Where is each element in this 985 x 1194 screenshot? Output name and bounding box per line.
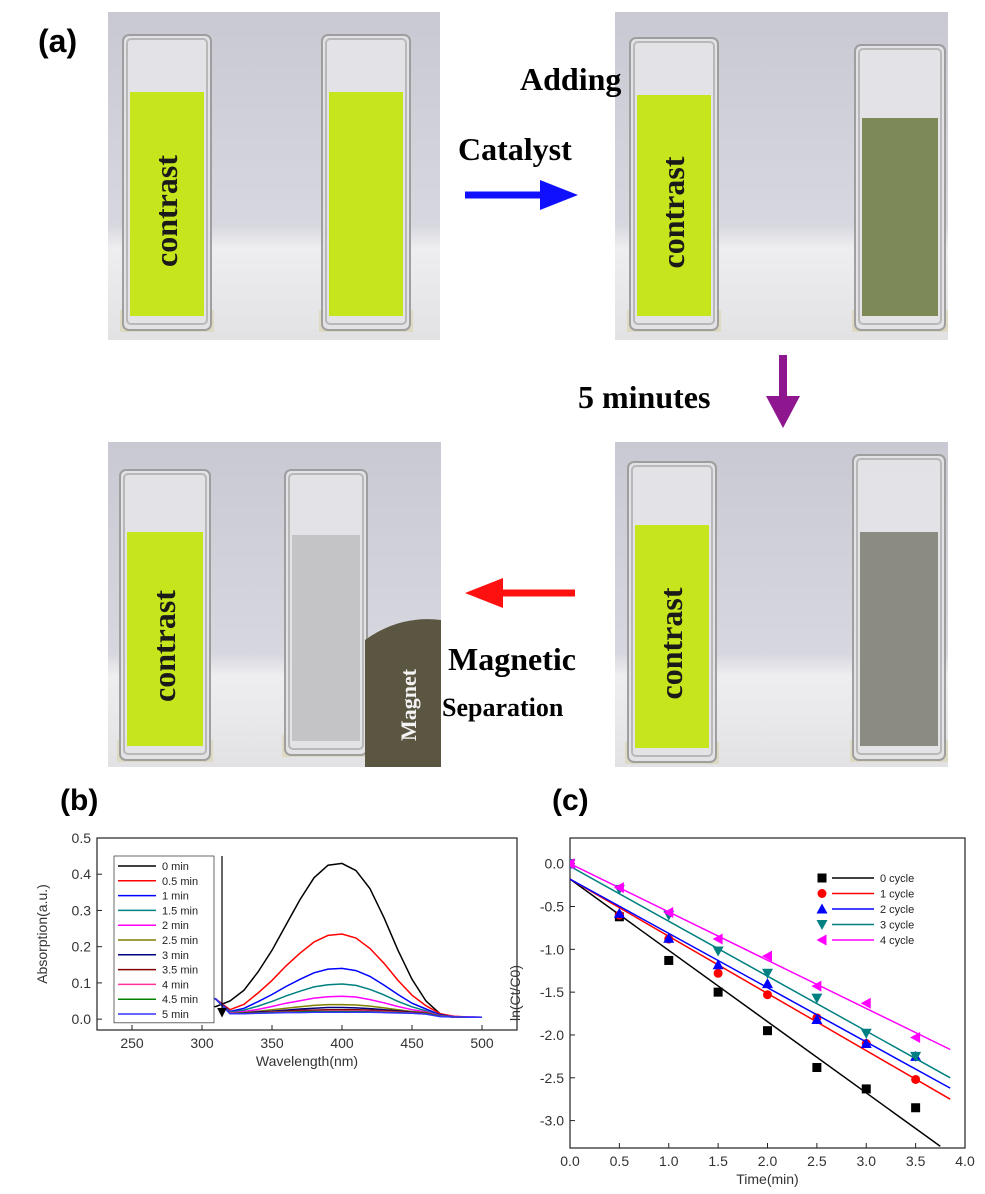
marker bbox=[812, 1063, 821, 1072]
marker bbox=[714, 969, 723, 978]
legend-label: 2 cycle bbox=[880, 904, 914, 916]
marker bbox=[763, 990, 772, 999]
y-tick-label: -1.5 bbox=[540, 984, 564, 1000]
y-tick-label: -2.0 bbox=[540, 1027, 564, 1043]
step-text: 5 minutes bbox=[578, 379, 710, 415]
panel-label: (c) bbox=[552, 784, 589, 817]
x-tick-label: 500 bbox=[470, 1035, 494, 1051]
cuvette-label: contrast bbox=[148, 155, 184, 267]
y-tick-label: -2.5 bbox=[540, 1070, 564, 1086]
cuvette-label: contrast bbox=[146, 590, 182, 702]
x-tick-label: 0.0 bbox=[560, 1153, 580, 1169]
x-tick-label: 2.0 bbox=[758, 1153, 778, 1169]
y-axis-label: ln(Ct/C0) bbox=[507, 965, 523, 1021]
x-axis-label: Wavelength(nm) bbox=[256, 1053, 358, 1069]
y-tick-label: 0.5 bbox=[72, 830, 92, 846]
x-tick-label: 3.0 bbox=[857, 1153, 877, 1169]
y-tick-label: -3.0 bbox=[540, 1113, 564, 1129]
x-tick-label: 0.5 bbox=[610, 1153, 630, 1169]
x-tick-label: 400 bbox=[330, 1035, 354, 1051]
legend-label: 0 min bbox=[162, 861, 189, 873]
step-text: Separation bbox=[442, 693, 564, 722]
arrow-head bbox=[766, 396, 800, 428]
legend-label: 4 cycle bbox=[880, 935, 914, 947]
panel-label: (b) bbox=[60, 784, 98, 817]
marker bbox=[714, 988, 723, 997]
liquid bbox=[329, 92, 403, 316]
step-text: Adding bbox=[520, 61, 621, 97]
arrow-head bbox=[540, 180, 578, 210]
x-tick-label: 450 bbox=[400, 1035, 424, 1051]
arrow-head bbox=[465, 578, 503, 608]
charts: (b) 250 300 350 400 450 500 0.0 0.1 0.2 0.3 0.4 0.5 W… bbox=[34, 784, 975, 1187]
x-tick-label: 4.0 bbox=[955, 1153, 975, 1169]
legend-label: 1 cycle bbox=[880, 889, 914, 901]
x-tick-label: 350 bbox=[260, 1035, 284, 1051]
x-tick-label: 2.5 bbox=[807, 1153, 827, 1169]
y-tick-label: -0.5 bbox=[540, 899, 564, 915]
legend-label: 5 min bbox=[162, 1009, 189, 1021]
y-tick-label: 0.3 bbox=[72, 902, 92, 918]
figure: contrast contrast contrast Magnet contrast (… bbox=[0, 0, 985, 1194]
liquid bbox=[862, 118, 938, 316]
legend-label: 1 min bbox=[162, 891, 189, 903]
legend-label: 0.5 min bbox=[162, 876, 198, 888]
legend-label: 2.5 min bbox=[162, 935, 198, 947]
marker bbox=[911, 1075, 920, 1084]
legend-label: 3 min bbox=[162, 950, 189, 962]
chart: (b) 250 300 350 400 450 500 0.0 0.1 0.2 0.3 0.4 0.5 W… bbox=[34, 784, 517, 1069]
legend-marker bbox=[818, 889, 827, 898]
y-tick-label: 0.4 bbox=[72, 866, 92, 882]
y-tick-label: 0.0 bbox=[545, 856, 565, 872]
y-axis-label: Absorption(a.u.) bbox=[34, 884, 50, 984]
y-tick-label: 0.1 bbox=[72, 975, 92, 991]
x-tick-label: 300 bbox=[190, 1035, 214, 1051]
marker bbox=[763, 1026, 772, 1035]
panel-label: (a) bbox=[38, 23, 77, 59]
liquid bbox=[860, 532, 938, 746]
y-tick-label: 0.0 bbox=[72, 1011, 92, 1027]
legend-label: 2 min bbox=[162, 920, 189, 932]
legend-label: 3.5 min bbox=[162, 965, 198, 977]
legend-label: 4.5 min bbox=[162, 994, 198, 1006]
x-tick-label: 250 bbox=[120, 1035, 144, 1051]
legend-label: 1.5 min bbox=[162, 905, 198, 917]
legend-label: 0 cycle bbox=[880, 873, 914, 885]
legend-label: 4 min bbox=[162, 979, 189, 991]
marker bbox=[862, 1084, 871, 1093]
marker bbox=[911, 1103, 920, 1112]
marker bbox=[664, 956, 673, 965]
chart: (c) 0.0 0.5 1.0 1.5 2.0 2.5 3.0 3.5 4.0 0.0 -0.5 -1.… bbox=[507, 784, 975, 1187]
x-tick-label: 3.5 bbox=[906, 1153, 926, 1169]
step-text: Catalyst bbox=[458, 131, 572, 167]
cuvette-label: contrast bbox=[653, 587, 689, 699]
cuvette-label: contrast bbox=[655, 156, 691, 268]
y-tick-label: -1.0 bbox=[540, 941, 564, 957]
x-tick-label: 1.5 bbox=[708, 1153, 728, 1169]
magnet-label: Magnet bbox=[396, 668, 421, 741]
step-text: Magnetic bbox=[448, 641, 576, 677]
y-tick-label: 0.2 bbox=[72, 939, 92, 955]
legend-label: 3 cycle bbox=[880, 920, 914, 932]
liquid bbox=[292, 535, 360, 741]
x-axis-label: Time(min) bbox=[736, 1171, 798, 1187]
legend-marker bbox=[818, 874, 827, 883]
x-tick-label: 1.0 bbox=[659, 1153, 679, 1169]
